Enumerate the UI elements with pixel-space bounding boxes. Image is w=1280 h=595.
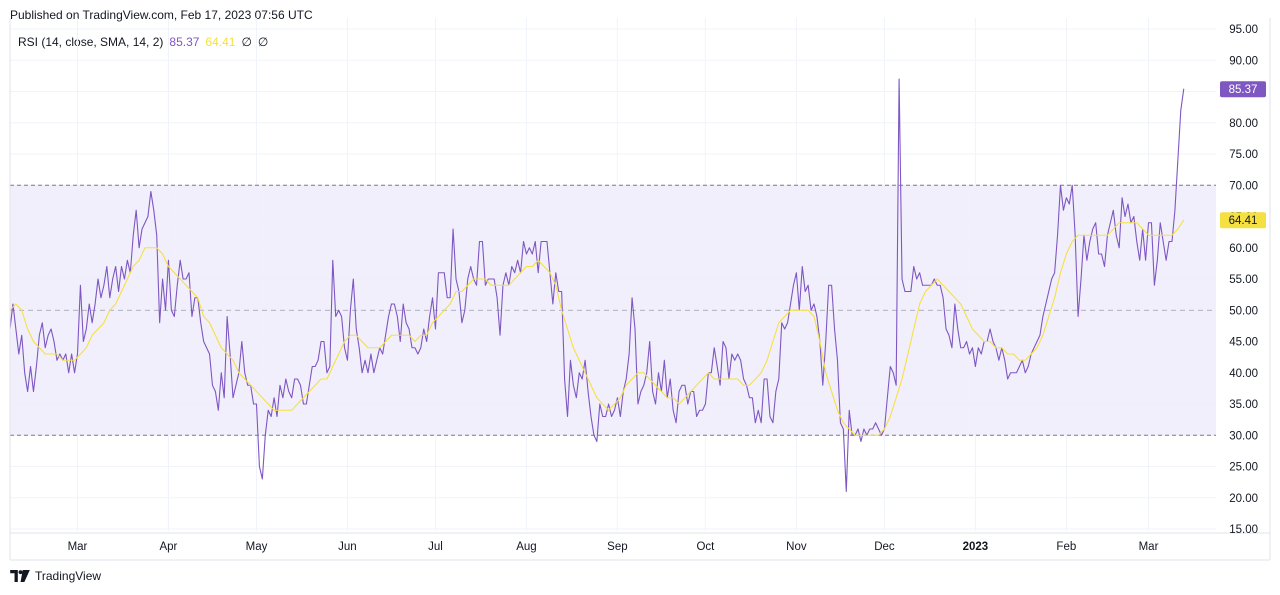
footer-brand-name: TradingView xyxy=(35,569,102,583)
legend-rsi-value: 85.37 xyxy=(169,35,200,49)
x-tick-label: 2023 xyxy=(963,541,989,553)
y-tick-label: 50.00 xyxy=(1229,305,1258,317)
legend-empty-value-2: ∅ xyxy=(257,35,269,49)
y-tick-label: 30.00 xyxy=(1229,430,1258,442)
y-tick-label: 95.00 xyxy=(1229,24,1258,36)
x-tick-label: May xyxy=(246,541,268,553)
y-tick-label: 75.00 xyxy=(1229,149,1258,161)
x-tick-label: Mar xyxy=(68,541,88,553)
last-value-badges: 85.37 64.41 xyxy=(1220,81,1266,229)
x-tick-label: Apr xyxy=(159,541,177,553)
y-tick-label: 70.00 xyxy=(1229,180,1258,192)
legend-empty-value-1: ∅ xyxy=(241,35,252,49)
y-tick-label: 80.00 xyxy=(1229,118,1258,130)
legend-sma-value: 64.41 xyxy=(205,35,236,49)
y-tick-label: 25.00 xyxy=(1229,462,1258,474)
x-tick-label: Dec xyxy=(874,541,895,553)
sma-last-value-badge: 64.41 xyxy=(1220,212,1266,229)
x-tick-label: Jun xyxy=(338,541,357,553)
published-caption: Published on TradingView.com, Feb 17, 20… xyxy=(10,8,313,22)
series-layer xyxy=(9,78,1185,493)
rsi-badge-value: 85.37 xyxy=(1229,84,1258,96)
x-tick-label: Feb xyxy=(1056,541,1076,553)
x-tick-label: Sep xyxy=(607,541,627,553)
y-tick-label: 90.00 xyxy=(1229,55,1258,67)
x-tick-label: Mar xyxy=(1139,541,1159,553)
x-tick-label: Jul xyxy=(428,541,443,553)
rsi-badge-background xyxy=(1220,81,1266,98)
y-tick-label: 60.00 xyxy=(1229,243,1258,255)
y-tick-label: 40.00 xyxy=(1229,368,1258,380)
sma-badge-background xyxy=(1220,212,1266,229)
footer-brand[interactable]: TradingView xyxy=(10,569,101,583)
y-tick-label: 15.00 xyxy=(1229,524,1258,536)
y-tick-label: 55.00 xyxy=(1229,274,1258,286)
tradingview-logo-icon xyxy=(10,570,30,582)
rsi-last-value-badge: 85.37 xyxy=(1220,81,1266,98)
sma-badge-value: 64.41 xyxy=(1229,215,1258,227)
legend-label: RSI (14, close, SMA, 14, 2) xyxy=(18,35,164,49)
x-tick-label: Oct xyxy=(696,541,715,553)
y-tick-label: 45.00 xyxy=(1229,337,1258,349)
y-tick-label: 35.00 xyxy=(1229,399,1258,411)
x-tick-label: Aug xyxy=(516,541,536,553)
indicator-legend[interactable]: RSI (14, close, SMA, 14, 2) 85.37 64.41 … xyxy=(18,35,268,49)
rsi-line xyxy=(9,78,1185,493)
time-axis[interactable]: Mar Apr May Jun Jul Aug Sep Oct Nov Dec 2023 Feb Mar xyxy=(68,541,1159,553)
price-axis[interactable]: 95.0090.0085.0080.0075.0070.0065.0060.00… xyxy=(1229,24,1258,536)
y-tick-label: 20.00 xyxy=(1229,493,1258,505)
sma-line xyxy=(9,219,1185,436)
x-tick-label: Nov xyxy=(786,541,807,553)
